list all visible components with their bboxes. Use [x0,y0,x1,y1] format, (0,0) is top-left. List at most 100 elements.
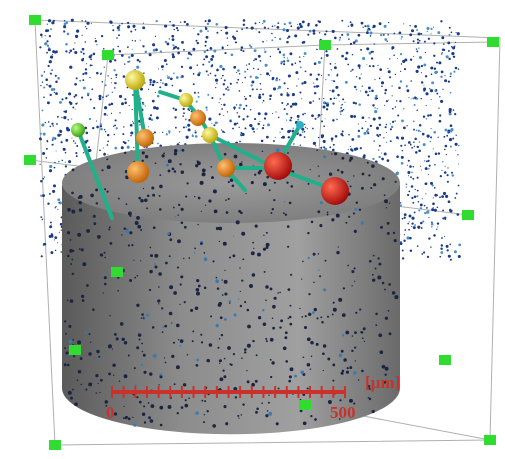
dot [262,102,263,103]
dot [171,355,174,358]
dot [104,276,107,279]
dot [304,131,306,133]
dot [139,401,142,404]
dot [279,132,280,133]
dot [104,129,105,130]
dot [136,66,139,69]
dot [155,36,156,37]
dot [313,82,314,83]
dot [401,137,404,140]
dot [107,115,108,116]
dot [425,92,428,95]
dot [456,135,457,136]
dot [439,96,440,97]
dot [154,265,157,268]
dot [211,97,213,99]
dot [290,367,294,371]
dot [195,130,196,131]
dot [177,47,179,49]
dot [90,77,91,78]
dot [211,176,214,179]
dot [90,342,91,343]
dot [433,55,435,57]
dot [303,356,305,358]
dot [240,49,242,51]
dot [373,255,375,257]
dot [179,142,180,143]
dot [220,316,223,319]
dot [375,268,377,270]
dot [353,371,357,375]
dot [425,52,426,53]
dot [166,42,169,45]
dot [219,65,222,68]
dot [417,190,419,192]
dot [185,118,187,120]
dot [234,155,238,159]
dot [123,75,126,78]
dot [72,389,74,391]
dot [54,167,56,169]
dot [91,23,92,24]
dot [158,68,159,69]
dot [379,78,381,80]
dot [183,126,185,128]
dot [90,59,92,61]
dot [133,260,134,261]
dot [176,27,178,29]
dot [386,207,387,208]
dot [420,222,423,225]
dot [173,291,177,295]
dot [104,252,106,254]
dot [85,68,87,70]
dot [370,125,372,127]
dot [339,101,340,102]
dot [159,185,163,189]
dot [319,32,320,33]
dot [299,134,302,137]
dot [186,23,189,26]
dot [224,292,227,295]
dot [430,246,431,247]
dot [117,46,119,48]
dot [451,31,453,33]
dot [291,185,294,188]
dot [109,226,111,228]
dot [337,169,339,171]
dot [95,40,97,42]
dot [359,77,361,79]
dot [82,79,84,81]
dot [375,324,377,326]
dot [263,125,264,126]
dot [289,375,292,378]
dot [243,108,245,110]
dot [341,104,342,105]
dot [239,73,241,75]
dot [425,75,427,77]
dot [72,169,75,172]
dot [172,55,175,58]
dot [323,106,326,109]
dot [139,339,141,341]
dot [138,333,141,336]
dot [361,221,364,224]
dot [205,55,208,58]
dot [329,146,331,148]
dot [300,371,304,375]
dot [177,239,181,243]
dot [40,34,43,37]
dot [310,341,313,344]
dot [119,95,122,98]
dot [163,153,165,155]
dot [153,106,156,109]
dot [227,89,229,91]
dot [286,113,288,115]
dot [93,215,96,218]
dot [195,135,198,138]
dot [417,245,419,247]
dot [362,57,365,60]
dot [356,89,358,91]
dot [251,181,254,184]
dot [285,214,287,216]
dot [57,116,59,118]
